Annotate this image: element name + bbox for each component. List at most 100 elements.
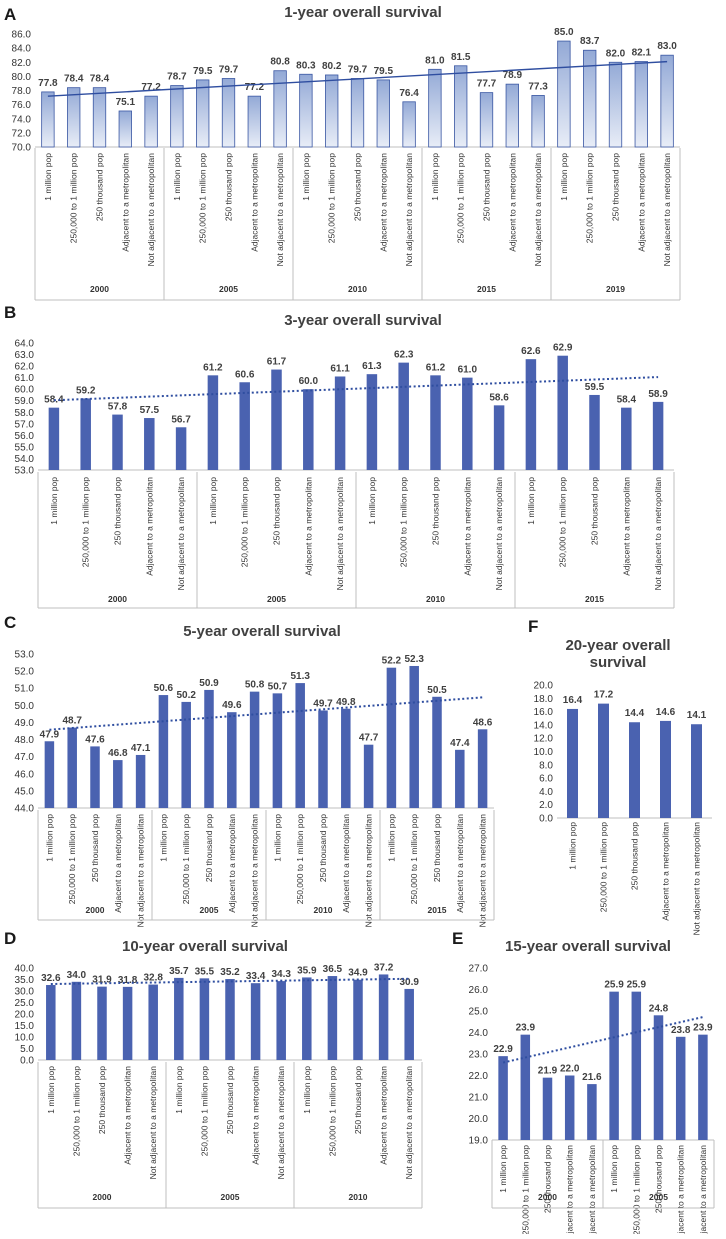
category-tick-label: 250 thousand pop	[225, 1066, 235, 1134]
data-label: 61.1	[330, 363, 350, 374]
bar	[112, 414, 123, 470]
data-label: 49.6	[222, 700, 242, 711]
group-label: 2015	[585, 594, 604, 604]
data-label: 75.1	[116, 97, 136, 108]
data-label: 31.8	[118, 975, 138, 986]
category-tick-label: 250,000 to 1 million pop	[520, 1145, 530, 1234]
y-tick-label: 76.0	[12, 100, 32, 111]
chart-title: 15-year overall survival	[505, 938, 671, 955]
y-tick-label: 54.0	[15, 454, 35, 465]
category-tick-label: 1 million pop	[526, 477, 536, 525]
y-tick-label: 70.0	[12, 143, 32, 154]
data-label: 77.2	[245, 82, 265, 93]
data-label: 79.5	[193, 66, 213, 77]
data-label: 46.8	[108, 748, 128, 759]
data-label: 61.7	[267, 357, 287, 368]
category-tick-label: 250 thousand pop	[90, 814, 100, 882]
category-tick-label: Not adjacent to a metropolitan	[364, 814, 374, 928]
category-tick-label: 250,000 to 1 million pop	[198, 153, 208, 244]
y-tick-label: 20.0	[534, 681, 554, 692]
data-label: 58.6	[489, 392, 509, 403]
bar	[181, 701, 191, 808]
bar	[404, 988, 414, 1060]
category-tick-label: 1 million pop	[49, 477, 59, 525]
data-label: 34.3	[271, 969, 291, 980]
bar	[174, 977, 184, 1060]
group-label: 2015	[477, 284, 496, 294]
data-label: 81.5	[451, 52, 471, 63]
y-tick-label: 15.0	[15, 1021, 35, 1032]
data-label: 50.8	[245, 680, 265, 691]
data-label: 80.3	[296, 60, 316, 71]
trend-line	[50, 977, 410, 986]
data-label: 52.3	[404, 654, 424, 665]
category-tick-label: Adjacent to a metropolitan	[378, 153, 388, 252]
category-tick-label: Not adjacent to a metropolitan	[404, 1066, 414, 1180]
category-tick-label: Not adjacent to a metropolitan	[494, 477, 504, 591]
category-tick-label: Adjacent to a metropolitan	[455, 814, 465, 913]
data-label: 78.4	[64, 74, 84, 85]
category-tick-label: 250,000 to 1 million pop	[181, 814, 191, 905]
category-tick-label: Not adjacent to a metropolitan	[698, 1145, 708, 1234]
y-tick-label: 56.0	[15, 431, 35, 442]
chart-title: 20-year overall survival	[565, 637, 670, 671]
data-label: 61.3	[362, 361, 382, 372]
bar	[598, 703, 609, 818]
data-label: 32.8	[143, 973, 163, 984]
category-tick-label: Adjacent to a metropolitan	[120, 153, 130, 252]
data-label: 21.6	[582, 1072, 602, 1083]
y-tick-label: 46.0	[15, 769, 35, 780]
group-label: 2010	[348, 284, 367, 294]
group-label: 2010	[314, 905, 333, 915]
category-tick-label: 1 million pop	[43, 153, 53, 201]
bar	[583, 49, 597, 148]
category-tick-label: 250 thousand pop	[590, 477, 600, 545]
data-label: 51.3	[290, 671, 310, 682]
category-tick-label: 250,000 to 1 million pop	[81, 477, 91, 568]
chart-title-line: survival	[590, 654, 647, 671]
data-label: 23.8	[671, 1025, 691, 1036]
data-label: 57.5	[140, 405, 160, 416]
y-tick-label: 80.0	[12, 72, 32, 83]
data-label: 22.9	[493, 1044, 513, 1055]
category-tick-label: 1 million pop	[430, 153, 440, 201]
data-label: 14.6	[656, 707, 676, 718]
y-tick-label: 27.0	[469, 964, 489, 975]
y-tick-label: 8.0	[539, 760, 553, 771]
data-label: 35.7	[169, 966, 189, 977]
y-tick-label: 47.0	[15, 752, 35, 763]
y-tick-label: 18.0	[534, 694, 554, 705]
bar	[227, 712, 237, 808]
data-label: 25.9	[627, 980, 647, 991]
category-tick-label: 250 thousand pop	[630, 822, 640, 890]
bar	[135, 754, 146, 808]
group-label: 2000	[86, 905, 105, 915]
bar	[158, 695, 169, 808]
category-tick-label: 1 million pop	[174, 1066, 184, 1114]
chart-title: 10-year overall survival	[122, 938, 288, 955]
data-label: 78.9	[503, 70, 523, 81]
group-label: 2005	[200, 905, 219, 915]
y-tick-label: 84.0	[12, 44, 32, 55]
category-tick-label: Not adjacent to a metropolitan	[276, 1066, 286, 1180]
bar	[276, 981, 286, 1060]
y-tick-label: 44.0	[15, 804, 35, 815]
data-label: 80.8	[270, 57, 290, 68]
bar	[122, 986, 133, 1060]
bar	[250, 983, 261, 1060]
bar	[341, 708, 351, 808]
bar	[462, 377, 473, 470]
category-tick-label: 250,000 to 1 million pop	[240, 477, 250, 568]
bar	[587, 1084, 597, 1140]
data-label: 50.7	[268, 681, 288, 692]
y-tick-label: 64.0	[15, 339, 35, 350]
bar	[207, 375, 219, 470]
bar	[398, 362, 409, 470]
data-label: 31.9	[92, 975, 112, 986]
y-tick-label: 22.0	[469, 1071, 489, 1082]
y-tick-label: 25.0	[15, 998, 35, 1009]
y-tick-label: 63.0	[15, 350, 35, 361]
data-label: 34.9	[348, 968, 368, 979]
category-tick-label: 250,000 to 1 million pop	[585, 153, 595, 244]
category-tick-label: 250,000 to 1 million pop	[327, 153, 337, 244]
